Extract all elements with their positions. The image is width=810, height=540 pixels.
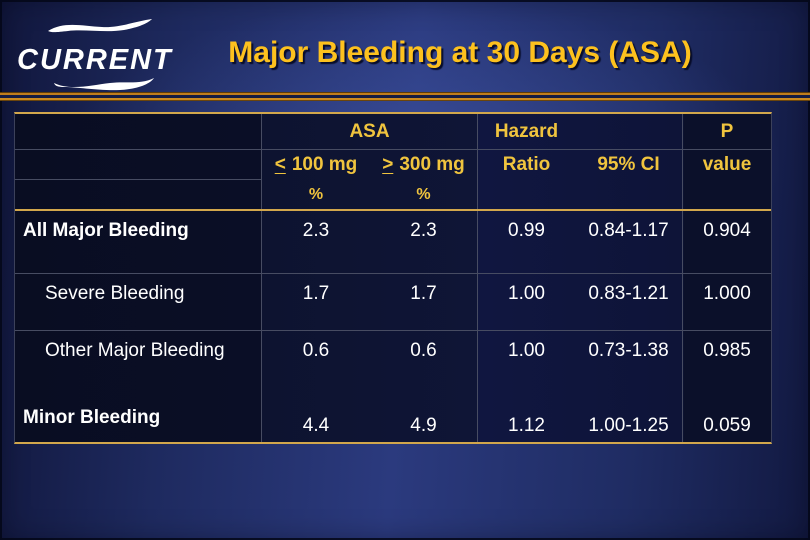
data-cell: 2.3 bbox=[302, 220, 330, 241]
current-logo: CURRENT bbox=[12, 10, 196, 96]
table-row-minor-bleeding: Minor Bleeding 4.4 4.9 1.12 1.00-1.25 0.… bbox=[15, 387, 771, 442]
row-label: Severe Bleeding bbox=[15, 274, 262, 330]
unit-percent-high: % bbox=[370, 180, 478, 209]
data-cell: 1.12 bbox=[508, 415, 545, 436]
row-label: Minor Bleeding bbox=[15, 387, 262, 442]
table-row-other-major-bleeding: Other Major Bleeding 0.6 0.6 1.00 0.73-1… bbox=[15, 331, 771, 387]
gte-symbol: > bbox=[382, 154, 394, 175]
data-cell: 0.6 bbox=[302, 340, 330, 361]
row-label: Other Major Bleeding bbox=[15, 331, 262, 387]
table-row-severe-bleeding: Severe Bleeding 1.7 1.7 1.00 0.83-1.21 1… bbox=[15, 274, 771, 331]
table-header-subcolumns: < 100 mg > 300 mg Ratio 95% CI value bbox=[15, 150, 771, 180]
data-cell: 0.6 bbox=[370, 331, 478, 387]
data-cell: 0.059 bbox=[703, 415, 751, 436]
header-spacer bbox=[575, 114, 683, 149]
col-header-p-value: value bbox=[702, 154, 752, 175]
data-cell: 1.00-1.25 bbox=[575, 387, 683, 442]
logo-text: CURRENT bbox=[17, 44, 173, 76]
header-spacer bbox=[478, 180, 575, 209]
col-header-asa-high: > 300 mg bbox=[370, 150, 478, 180]
table-row-all-major-bleeding: All Major Bleeding 2.3 2.3 0.99 0.84-1.1… bbox=[15, 209, 771, 274]
col-group-hazard: Hazard bbox=[494, 120, 559, 142]
col-group-asa: ASA bbox=[262, 114, 478, 149]
header-spacer bbox=[15, 114, 262, 149]
table-header-groups: ASA Hazard P bbox=[15, 114, 771, 150]
data-cell: 1.00 bbox=[508, 340, 545, 361]
title-divider bbox=[0, 92, 810, 101]
current-logo-graphic: CURRENT bbox=[17, 19, 173, 91]
header-spacer bbox=[15, 180, 262, 209]
header-spacer bbox=[683, 180, 771, 209]
data-cell: 1.00 bbox=[508, 283, 545, 304]
data-cell: 0.985 bbox=[703, 340, 751, 361]
data-cell: 1.000 bbox=[703, 283, 751, 304]
data-cell: 4.4 bbox=[302, 415, 330, 436]
data-cell: 0.83-1.21 bbox=[575, 274, 683, 330]
data-cell: 2.3 bbox=[370, 211, 478, 273]
data-cell: 0.99 bbox=[508, 220, 545, 241]
col-header-asa-low: < 100 mg bbox=[262, 150, 370, 180]
unit-percent-low: % bbox=[308, 185, 324, 203]
asa-low-dose-label: 100 mg bbox=[291, 154, 358, 175]
table-header-units: % % bbox=[15, 180, 771, 209]
col-header-ci: 95% CI bbox=[575, 150, 683, 180]
row-label: All Major Bleeding bbox=[15, 211, 262, 273]
header-spacer bbox=[575, 180, 683, 209]
data-cell: 1.7 bbox=[302, 283, 330, 304]
data-cell: 0.73-1.38 bbox=[575, 331, 683, 387]
col-header-ratio: Ratio bbox=[502, 154, 551, 175]
data-cell: 1.7 bbox=[370, 274, 478, 330]
data-cell: 0.84-1.17 bbox=[575, 211, 683, 273]
slide-title: Major Bleeding at 30 Days (ASA) bbox=[228, 36, 692, 69]
col-group-p: P bbox=[720, 120, 734, 142]
data-cell: 4.9 bbox=[370, 387, 478, 442]
header-spacer bbox=[15, 150, 262, 180]
asa-high-dose-label: 300 mg bbox=[399, 154, 465, 175]
data-cell: 0.904 bbox=[703, 220, 751, 241]
logo-wave-top-icon bbox=[48, 19, 152, 33]
bleeding-results-table: ASA Hazard P < 100 mg > 300 mg Ratio 95%… bbox=[14, 112, 772, 444]
logo-wave-bottom-icon bbox=[54, 78, 154, 91]
lte-symbol: < bbox=[274, 154, 286, 175]
